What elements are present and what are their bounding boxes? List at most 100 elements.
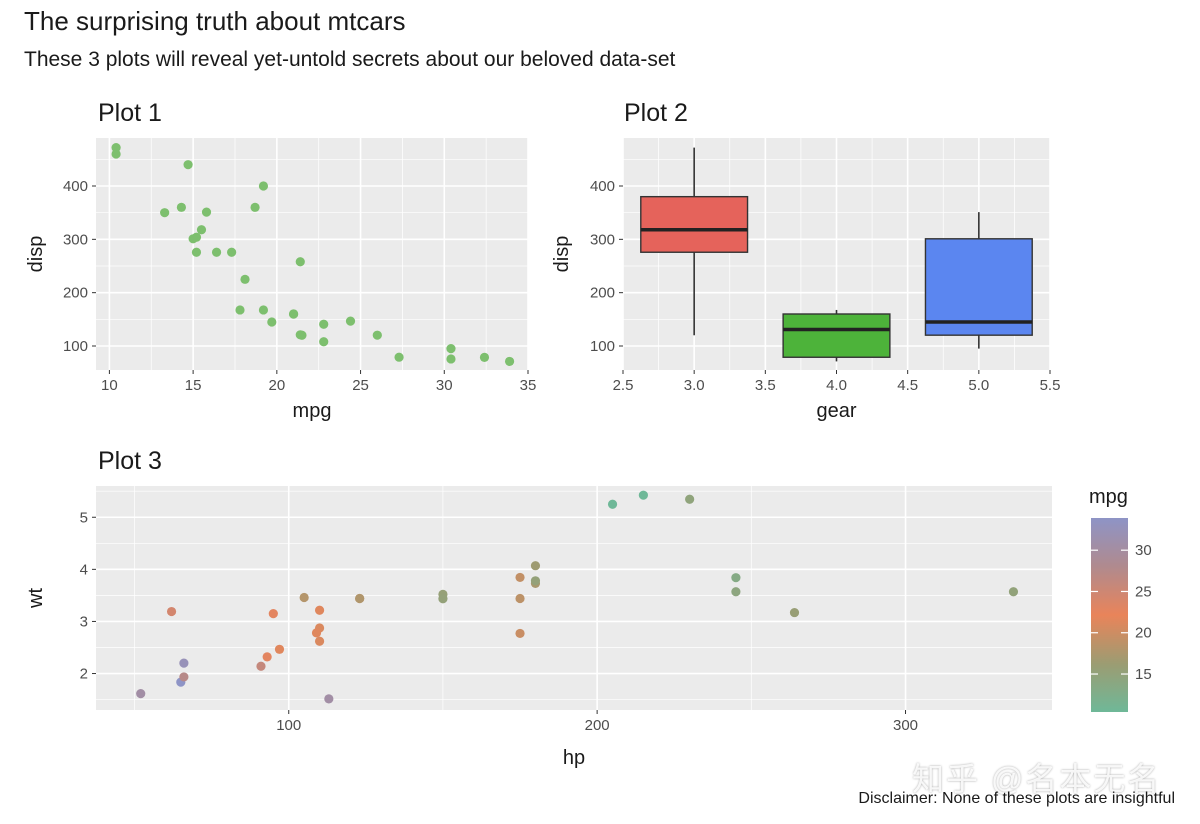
data-point <box>314 605 325 615</box>
box-body <box>782 313 891 358</box>
data-point <box>160 208 170 218</box>
plot-1: 10 15 20 25 30 35 100 200 300 400 Plot 1 mpg disp <box>25 99 536 422</box>
data-point <box>183 160 193 170</box>
data-point <box>311 628 322 638</box>
data-point <box>530 576 541 586</box>
box-body <box>640 195 749 253</box>
x-tick-label: 4.0 <box>826 377 847 394</box>
y-tick-label: 400 <box>590 178 615 195</box>
x-tick-label: 5.0 <box>968 377 989 394</box>
x-tick-label: 3.5 <box>755 377 776 394</box>
x-tick-label: 4.5 <box>897 377 918 394</box>
y-tick-label: 2 <box>80 666 88 683</box>
data-point <box>355 593 365 604</box>
data-point <box>227 247 237 257</box>
data-point <box>201 207 212 217</box>
data-point <box>372 330 382 340</box>
data-point <box>515 572 525 583</box>
legend-tick-label: 15 <box>1135 666 1152 683</box>
data-point <box>235 305 245 315</box>
data-point <box>274 644 285 654</box>
data-point <box>211 247 222 257</box>
y-tick-label: 3 <box>80 613 88 630</box>
x-tick-label: 5.5 <box>1040 377 1061 394</box>
data-point <box>176 202 186 212</box>
data-point <box>685 494 695 504</box>
legend-tick-label: 30 <box>1135 542 1152 559</box>
page-subtitle: These 3 plots will reveal yet-untold sec… <box>24 48 676 71</box>
data-point <box>188 234 198 244</box>
y-tick-label: 200 <box>63 285 88 302</box>
data-point <box>515 628 525 639</box>
box-body <box>924 238 1033 336</box>
y-tick-label: 200 <box>590 285 615 302</box>
data-point <box>446 344 456 354</box>
legend-tick-label: 25 <box>1135 583 1152 600</box>
data-point <box>314 636 325 646</box>
data-point <box>731 573 741 583</box>
y-tick-label: 300 <box>63 231 88 248</box>
x-tick-label: 300 <box>893 717 918 734</box>
data-point <box>1008 587 1019 597</box>
plot-title: Plot 2 <box>624 99 688 127</box>
data-point <box>136 688 146 699</box>
x-axis-label: hp <box>563 747 585 769</box>
data-point <box>267 317 277 327</box>
data-point <box>111 143 121 153</box>
x-tick-label: 15 <box>185 377 202 394</box>
data-point <box>638 490 648 500</box>
data-point <box>515 593 525 604</box>
legend-title: mpg <box>1089 486 1128 508</box>
data-point <box>240 274 250 284</box>
data-point <box>345 316 356 326</box>
x-tick-label: 20 <box>268 377 285 394</box>
data-point <box>166 606 177 617</box>
data-point <box>262 652 272 662</box>
plot-title: Plot 3 <box>98 447 162 475</box>
data-point <box>731 587 741 597</box>
legend-tick-label: 20 <box>1135 625 1152 642</box>
x-tick-label: 25 <box>352 377 369 394</box>
mpg-legend: mpg 15 20 25 30 <box>1089 486 1152 712</box>
y-axis-label: disp <box>551 236 573 273</box>
disclaimer-caption: Disclaimer: None of these plots are insi… <box>858 790 1175 807</box>
data-point <box>111 149 121 159</box>
data-point <box>607 499 618 509</box>
x-tick-label: 200 <box>585 717 610 734</box>
plot-2: 2.5 3.0 3.5 4.0 4.5 5.0 5.5 100 200 300 400 Plot 2 g… <box>551 99 1060 422</box>
x-tick-label: 100 <box>276 717 301 734</box>
data-point <box>256 661 266 671</box>
y-tick-label: 100 <box>590 338 615 355</box>
data-point <box>319 319 329 329</box>
data-point <box>258 305 269 315</box>
data-point <box>319 337 329 347</box>
y-axis-label: disp <box>25 236 47 273</box>
plot-title: Plot 1 <box>98 99 162 127</box>
y-tick-label: 400 <box>63 178 88 195</box>
data-point <box>250 202 260 212</box>
data-point <box>504 356 515 367</box>
y-tick-label: 4 <box>80 561 88 578</box>
data-point <box>191 247 202 257</box>
data-point <box>179 672 189 682</box>
data-point <box>324 694 334 704</box>
y-tick-label: 300 <box>590 231 615 248</box>
x-axis-label: gear <box>816 400 856 422</box>
x-tick-label: 30 <box>436 377 453 394</box>
box-gear-5 <box>924 212 1033 349</box>
y-tick-label: 5 <box>80 509 88 526</box>
panel-background <box>96 486 1052 710</box>
data-point <box>479 352 490 362</box>
data-point <box>258 181 269 191</box>
data-point <box>438 594 448 604</box>
data-point <box>295 330 305 340</box>
panel-background <box>96 138 528 370</box>
box-gear-3 <box>640 147 749 336</box>
x-axis-label: mpg <box>293 400 332 422</box>
legend-colorbar <box>1091 518 1128 712</box>
data-point <box>268 609 278 619</box>
x-tick-label: 3.0 <box>684 377 705 394</box>
box-gear-4 <box>782 309 891 362</box>
data-point <box>295 257 305 267</box>
